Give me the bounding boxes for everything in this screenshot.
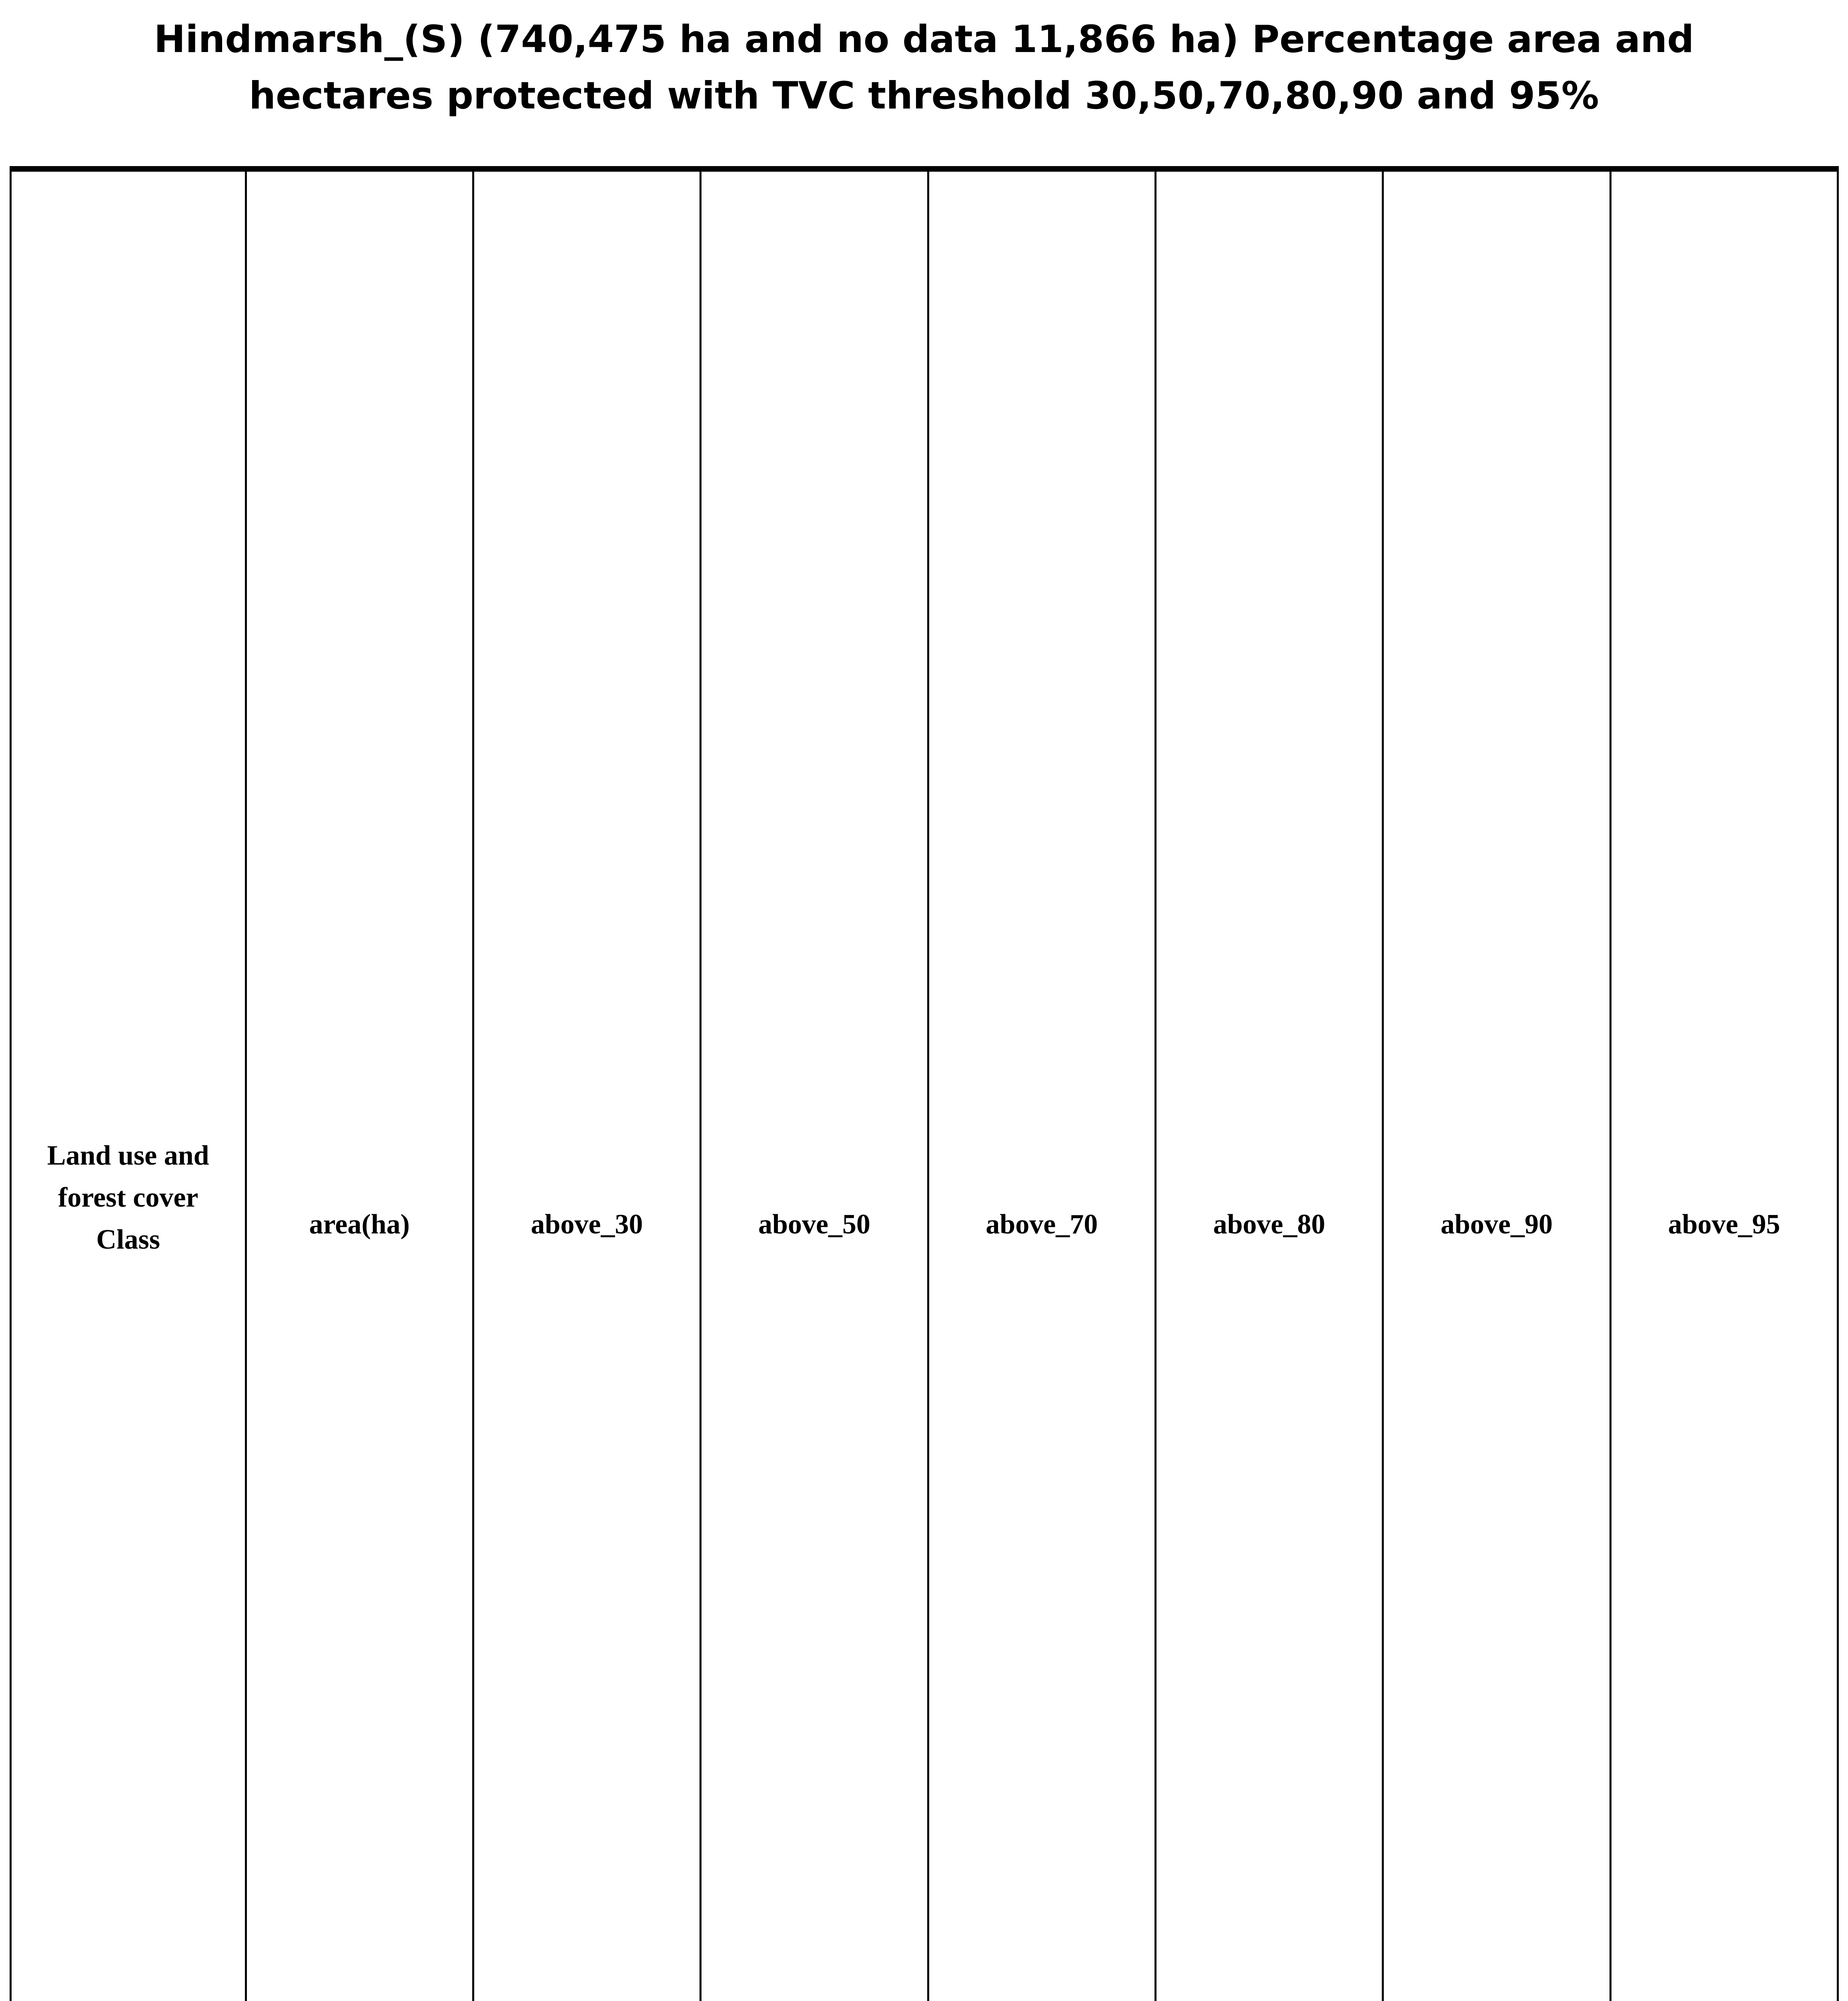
header-land-use-class: Land use and forest cover Class: [12, 172, 247, 2001]
table-header-row: Land use and forest cover Class area(ha)…: [12, 172, 1837, 2001]
page-title: Hindmarsh_(S) (740,475 ha and no data 11…: [0, 11, 1848, 124]
tvc-threshold-table: Land use and forest cover Class area(ha)…: [10, 166, 1839, 2001]
header-above-70-label: above_70: [986, 1209, 1098, 1240]
header-area-ha-label: area(ha): [309, 1209, 410, 1240]
header-above-95-label: above_95: [1668, 1209, 1780, 1240]
header-above-90-label: above_90: [1440, 1209, 1553, 1240]
header-above-50: above_50: [702, 172, 929, 2001]
page-title-line-1: Hindmarsh_(S) (740,475 ha and no data 11…: [154, 18, 1694, 61]
header-above-30: above_30: [474, 172, 702, 2001]
header-above-50-label: above_50: [758, 1209, 870, 1240]
header-above-80: above_80: [1157, 172, 1384, 2001]
header-above-70: above_70: [929, 172, 1157, 2001]
header-above-90: above_90: [1384, 172, 1611, 2001]
header-above-30-label: above_30: [531, 1209, 643, 1240]
page-title-line-2: hectares protected with TVC threshold 30…: [249, 74, 1599, 118]
header-land-use-class-label: Land use and forest cover Class: [47, 1140, 209, 1255]
header-above-95: above_95: [1611, 172, 1837, 2001]
header-above-80-label: above_80: [1213, 1209, 1325, 1240]
header-area-ha: area(ha): [247, 172, 474, 2001]
